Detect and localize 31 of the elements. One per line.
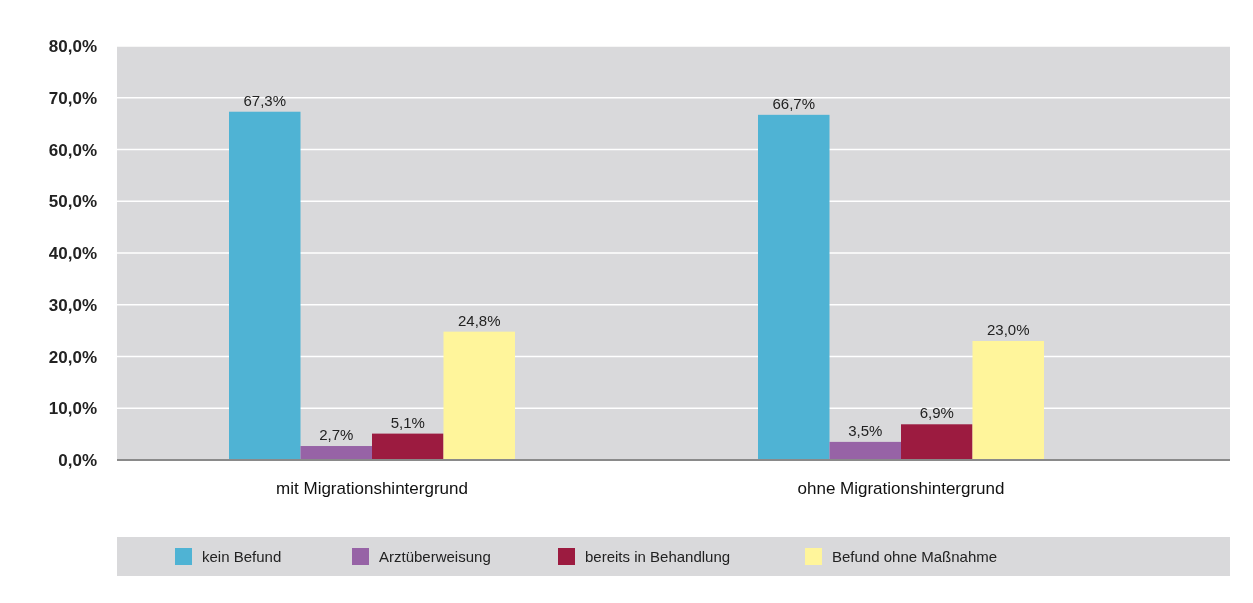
y-tick-label: 10,0% <box>48 399 97 419</box>
text: 2,7% <box>319 426 354 444</box>
x-tick-label: ohne Migrationshintergrund <box>797 479 1005 498</box>
bar <box>372 433 444 460</box>
y-tick-label: 70,0% <box>48 88 97 108</box>
text: 3,5% <box>848 421 883 439</box>
text: 66,7% <box>772 94 816 112</box>
y-tick-label: 50,0% <box>48 192 97 212</box>
bar <box>758 114 830 460</box>
bar <box>443 331 515 460</box>
y-tick-label: 20,0% <box>48 347 97 367</box>
text: 24,8% <box>457 311 501 329</box>
y-tick-label: 60,0% <box>48 140 97 160</box>
bar <box>972 340 1044 460</box>
x-tick-label: mit Migrationshintergrund <box>276 479 468 498</box>
bar <box>829 441 901 460</box>
y-tick-label: 80,0% <box>48 37 97 56</box>
text: 67,3% <box>243 91 287 109</box>
y-tick-label: 30,0% <box>48 295 97 315</box>
y-tick-label: 40,0% <box>48 244 97 263</box>
legend-label: kein Befund <box>202 548 282 565</box>
y-tick-label: 0,0% <box>58 451 97 470</box>
bar <box>300 446 372 460</box>
text: 5,1% <box>390 413 425 431</box>
bar <box>229 111 301 460</box>
text: 23,0% <box>986 320 1030 338</box>
legend-label: Arztüberweisung <box>379 548 491 565</box>
bar <box>901 424 973 460</box>
legend-label: bereits in Behandlung <box>585 548 731 565</box>
text: 6,9% <box>919 404 954 422</box>
legend-label: Befund ohne Maßnahme <box>832 548 998 565</box>
